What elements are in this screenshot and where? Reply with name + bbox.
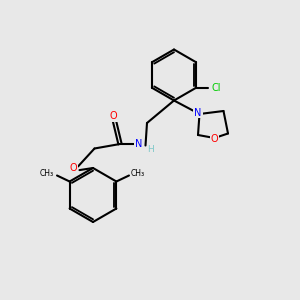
Text: CH₃: CH₃ [130, 169, 145, 178]
Text: N: N [135, 139, 142, 149]
Text: CH₃: CH₃ [39, 169, 53, 178]
Text: O: O [70, 163, 77, 173]
Text: O: O [211, 134, 218, 145]
Text: H: H [148, 145, 154, 154]
Text: N: N [194, 107, 202, 118]
Text: O: O [109, 111, 117, 121]
Text: Cl: Cl [212, 83, 221, 93]
